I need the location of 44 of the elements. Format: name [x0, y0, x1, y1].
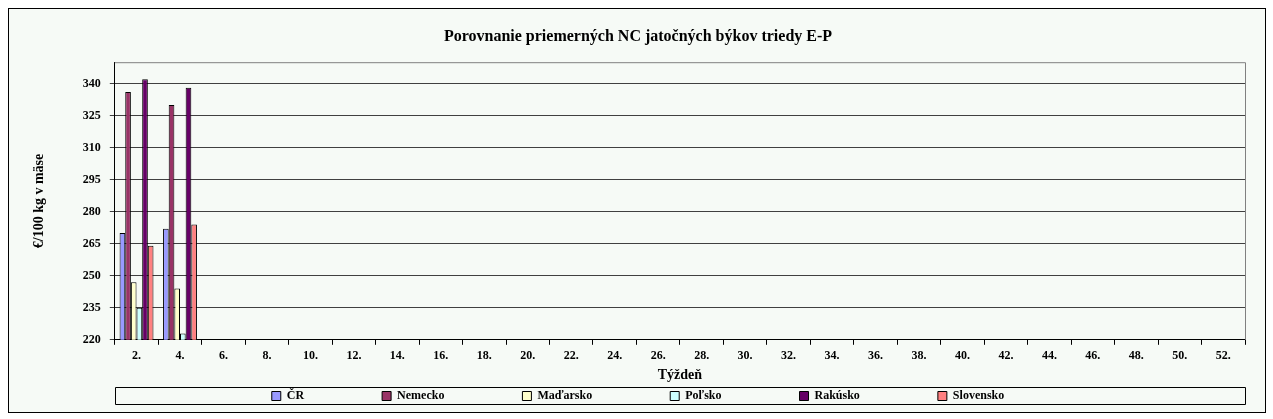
x-tick-label: 20.: [520, 348, 536, 363]
x-tick-label: 52.: [1215, 348, 1231, 363]
y-tick-label: 325: [82, 107, 101, 122]
x-tick-label: 38.: [911, 348, 927, 363]
x-tick-label: 26.: [650, 348, 666, 363]
x-tick-label: 12.: [346, 348, 362, 363]
x-tick-label: 18.: [476, 348, 492, 363]
y-tick-label: 280: [82, 203, 101, 218]
x-axis-title: Týždeň: [657, 367, 703, 383]
x-tick-label: 24.: [607, 348, 623, 363]
x-tick-label: 8.: [262, 348, 272, 363]
y-tick-label: 310: [82, 139, 101, 154]
x-tick-label: 48.: [1128, 348, 1144, 363]
x-tick-label: 6.: [218, 348, 228, 363]
y-tick-label: 265: [82, 235, 101, 250]
x-tick-label: 34.: [824, 348, 840, 363]
legend-label: Poľsko: [685, 388, 722, 403]
x-tick-label: 32.: [781, 348, 797, 363]
y-axis-title: €/100 kg v mäse: [31, 153, 47, 249]
legend-label: ČR: [286, 388, 305, 403]
x-tick-label: 2.: [132, 348, 142, 363]
legend-label: Slovensko: [952, 388, 1005, 403]
x-tick-label: 22.: [563, 348, 579, 363]
x-tick-label: 50.: [1172, 348, 1188, 363]
x-tick-label: 14.: [389, 348, 405, 363]
x-tick-label: 4.: [175, 348, 185, 363]
y-tick-label: 220: [82, 331, 101, 346]
x-tick-label: 36.: [868, 348, 884, 363]
x-tick-label: 46.: [1085, 348, 1101, 363]
chart-title: Porovnanie priemerných NC jatočných býkov triedy E-P: [443, 26, 833, 45]
x-tick-label: 30.: [737, 348, 753, 363]
x-tick-label: 44.: [1041, 348, 1057, 363]
legend-label: Nemecko: [397, 388, 445, 403]
y-tick-label: 295: [82, 171, 101, 186]
x-tick-label: 42.: [998, 348, 1014, 363]
x-tick-label: 40.: [954, 348, 970, 363]
y-tick-label: 235: [82, 299, 101, 314]
x-tick-label: 16.: [433, 348, 449, 363]
legend-label: Maďarsko: [537, 388, 593, 403]
legend-label: Rakúsko: [814, 388, 860, 403]
x-tick-label: 28.: [694, 348, 710, 363]
y-tick-label: 250: [82, 267, 101, 282]
y-tick-label: 340: [82, 75, 101, 90]
x-tick-label: 10.: [302, 348, 318, 363]
